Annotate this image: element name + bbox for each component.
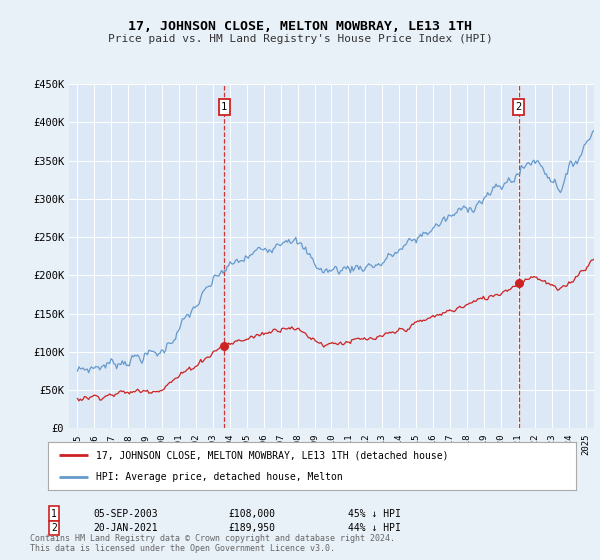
Text: 17, JOHNSON CLOSE, MELTON MOWBRAY, LE13 1TH (detached house): 17, JOHNSON CLOSE, MELTON MOWBRAY, LE13 … <box>95 450 448 460</box>
Text: Price paid vs. HM Land Registry's House Price Index (HPI): Price paid vs. HM Land Registry's House … <box>107 34 493 44</box>
Text: 17, JOHNSON CLOSE, MELTON MOWBRAY, LE13 1TH: 17, JOHNSON CLOSE, MELTON MOWBRAY, LE13 … <box>128 20 472 32</box>
Text: 44% ↓ HPI: 44% ↓ HPI <box>348 523 401 533</box>
Text: 20-JAN-2021: 20-JAN-2021 <box>93 523 158 533</box>
Text: Contains HM Land Registry data © Crown copyright and database right 2024.
This d: Contains HM Land Registry data © Crown c… <box>30 534 395 553</box>
Text: 1: 1 <box>51 508 57 519</box>
Text: 05-SEP-2003: 05-SEP-2003 <box>93 508 158 519</box>
Text: £108,000: £108,000 <box>228 508 275 519</box>
Text: 45% ↓ HPI: 45% ↓ HPI <box>348 508 401 519</box>
Text: HPI: Average price, detached house, Melton: HPI: Average price, detached house, Melt… <box>95 472 342 482</box>
Text: 1: 1 <box>221 102 227 112</box>
Text: 2: 2 <box>515 102 522 112</box>
Text: 2: 2 <box>51 523 57 533</box>
Text: £189,950: £189,950 <box>228 523 275 533</box>
